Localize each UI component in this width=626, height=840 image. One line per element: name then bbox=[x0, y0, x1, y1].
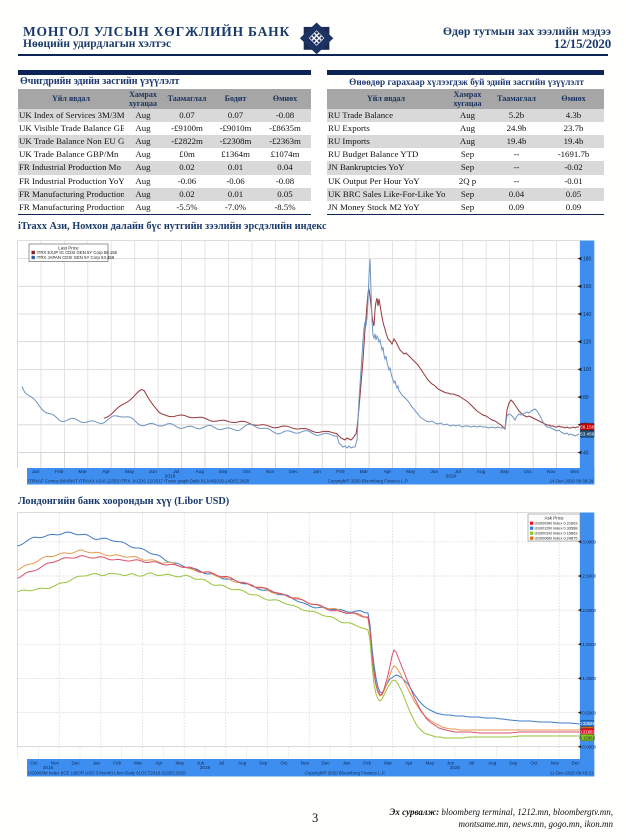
svg-text:1.5000: 1.5000 bbox=[582, 642, 596, 647]
svg-text:80: 80 bbox=[583, 395, 589, 401]
svg-text:May: May bbox=[125, 469, 135, 475]
svg-text:0.21663: 0.21663 bbox=[579, 730, 595, 735]
svg-text:Dec: Dec bbox=[72, 760, 81, 765]
svg-text:0.5000: 0.5000 bbox=[582, 710, 596, 715]
svg-text:Mar: Mar bbox=[360, 469, 369, 475]
svg-text:11-Dec-2020 09:43:21: 11-Dec-2020 09:43:21 bbox=[550, 771, 594, 776]
svg-text:Jan: Jan bbox=[313, 469, 321, 475]
svg-text:Mar: Mar bbox=[384, 760, 392, 765]
svg-text:May: May bbox=[406, 469, 416, 475]
svg-text:May: May bbox=[425, 760, 434, 765]
svg-text:Jan: Jan bbox=[32, 469, 40, 475]
svg-text:ITRX JAPAN CDSI GEN 5Y Corp: ITRX JAPAN CDSI GEN 5Y Corp 53.459 bbox=[37, 255, 115, 260]
svg-text:2018: 2018 bbox=[43, 765, 54, 770]
svg-text:US0006M Index 0.24875: US0006M Index 0.24875 bbox=[535, 536, 578, 541]
svg-text:3.0000: 3.0000 bbox=[582, 540, 596, 545]
svg-text:ITRXAF Curncy (MARKIT iTRAXX A: ITRXAF Curncy (MARKIT iTRAXX ASIA 12/25)… bbox=[28, 479, 250, 484]
svg-text:Oct: Oct bbox=[524, 469, 532, 475]
svg-text:Feb: Feb bbox=[363, 760, 371, 765]
svg-text:US0003M Index 0.21663: US0003M Index 0.21663 bbox=[535, 521, 578, 526]
svg-text:ITRX EXJP IG CDSI GEN 5Y Corp: ITRX EXJP IG CDSI GEN 5Y Corp 58.156 bbox=[37, 250, 118, 255]
svg-text:Jun: Jun bbox=[149, 469, 157, 475]
svg-text:Jul: Jul bbox=[468, 760, 474, 765]
svg-text:Nov: Nov bbox=[547, 469, 556, 475]
svg-text:53.459: 53.459 bbox=[580, 432, 594, 437]
svg-text:0.0000: 0.0000 bbox=[582, 744, 596, 749]
svg-text:Dec: Dec bbox=[571, 469, 580, 475]
svg-text:Apr: Apr bbox=[155, 760, 163, 765]
svg-text:2020: 2020 bbox=[446, 473, 457, 479]
svg-text:2020: 2020 bbox=[450, 765, 461, 770]
svg-text:Aug: Aug bbox=[196, 469, 205, 475]
svg-text:Nov: Nov bbox=[266, 469, 275, 475]
svg-text:Mar: Mar bbox=[78, 469, 87, 475]
svg-text:160: 160 bbox=[583, 284, 592, 290]
svg-text:Jul: Jul bbox=[455, 469, 461, 475]
svg-text:Apr: Apr bbox=[384, 469, 392, 475]
svg-text:Dec: Dec bbox=[322, 760, 331, 765]
svg-text:40: 40 bbox=[583, 450, 589, 456]
svg-text:1.0000: 1.0000 bbox=[582, 676, 596, 681]
svg-text:Copyright® 2020 Bloomberg Fina: Copyright® 2020 Bloomberg Finance L.P. bbox=[305, 771, 386, 776]
svg-text:58.156: 58.156 bbox=[580, 425, 594, 430]
svg-text:Last Price: Last Price bbox=[58, 245, 79, 250]
svg-text:180: 180 bbox=[583, 256, 592, 262]
svg-text:Sep: Sep bbox=[509, 760, 518, 765]
svg-text:Mar: Mar bbox=[134, 760, 142, 765]
svg-text:Nov: Nov bbox=[551, 760, 560, 765]
svg-text:Aug: Aug bbox=[477, 469, 486, 475]
svg-text:Jul: Jul bbox=[173, 469, 179, 475]
svg-text:2019: 2019 bbox=[200, 765, 211, 770]
svg-text:0.33588: 0.33588 bbox=[579, 721, 595, 726]
svg-text:US0012M Index 0.33588: US0012M Index 0.33588 bbox=[535, 526, 578, 531]
svg-text:120: 120 bbox=[583, 340, 592, 346]
svg-text:2.0000: 2.0000 bbox=[582, 608, 596, 613]
svg-text:Jul: Jul bbox=[218, 760, 224, 765]
svg-text:140: 140 bbox=[583, 312, 592, 318]
svg-text:0.15863: 0.15863 bbox=[579, 735, 595, 740]
svg-text:Sep: Sep bbox=[500, 469, 509, 475]
svg-text:Jun: Jun bbox=[197, 760, 205, 765]
svg-text:2.5000: 2.5000 bbox=[582, 574, 596, 579]
svg-text:Oct: Oct bbox=[530, 760, 538, 765]
svg-text:Ask Price: Ask Price bbox=[544, 516, 564, 521]
svg-text:100: 100 bbox=[583, 367, 592, 373]
svg-text:Aug: Aug bbox=[488, 760, 497, 765]
svg-text:Jun: Jun bbox=[430, 469, 438, 475]
svg-text:Oct: Oct bbox=[280, 760, 288, 765]
svg-text:Sep: Sep bbox=[259, 760, 268, 765]
svg-text:US0001M Index 0.15863: US0001M Index 0.15863 bbox=[535, 531, 578, 536]
svg-text:Feb: Feb bbox=[336, 469, 345, 475]
svg-text:Dec: Dec bbox=[289, 469, 298, 475]
svg-text:Nov: Nov bbox=[301, 760, 310, 765]
svg-text:Copyright® 2020 Bloomberg Fina: Copyright® 2020 Bloomberg Finance L.P. bbox=[328, 479, 409, 484]
svg-text:Aug: Aug bbox=[238, 760, 247, 765]
svg-text:2019: 2019 bbox=[165, 473, 176, 479]
svg-text:Nov: Nov bbox=[51, 760, 60, 765]
svg-text:Oct: Oct bbox=[30, 760, 38, 765]
svg-text:Apr: Apr bbox=[102, 469, 110, 475]
svg-text:Dec: Dec bbox=[572, 760, 581, 765]
svg-text:Jun: Jun bbox=[447, 760, 455, 765]
svg-text:Apr: Apr bbox=[405, 760, 413, 765]
svg-text:14-Dec-2020 09:38:29: 14-Dec-2020 09:38:29 bbox=[550, 479, 594, 484]
svg-text:Jan: Jan bbox=[343, 760, 351, 765]
svg-text:Oct: Oct bbox=[243, 469, 251, 475]
svg-text:Sep: Sep bbox=[219, 469, 228, 475]
svg-text:Feb: Feb bbox=[113, 760, 121, 765]
svg-text:May: May bbox=[175, 760, 184, 765]
svg-text:Jan: Jan bbox=[93, 760, 101, 765]
svg-text:US0003M Index (ICE LIBOR USD 3: US0003M Index (ICE LIBOR USD 3 Month) Li… bbox=[28, 771, 186, 776]
svg-text:Feb: Feb bbox=[55, 469, 64, 475]
